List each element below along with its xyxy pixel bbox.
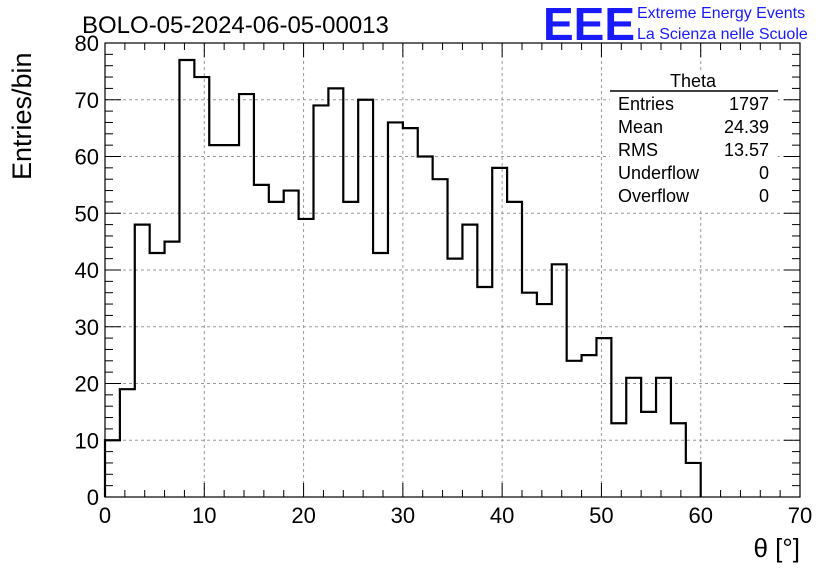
y-tick-label: 80 — [75, 31, 99, 56]
logo-line-2: La Scienza nelle Scuole — [637, 26, 808, 43]
axis-ticks — [104, 42, 801, 498]
y-tick-label: 50 — [75, 201, 99, 226]
chart-title: BOLO-05-2024-06-05-00013 — [82, 12, 389, 39]
stats-value: 24.39 — [724, 117, 769, 137]
stats-label: RMS — [618, 140, 658, 160]
stats-value: 0 — [759, 186, 769, 206]
eee-logo-icon: EEE — [543, 0, 635, 50]
y-tick-label: 40 — [75, 258, 99, 283]
y-tick-labels: 0 10 20 30 40 50 60 70 80 — [75, 31, 99, 510]
x-tick-label: 50 — [589, 503, 613, 528]
x-axis-label: θ [°] — [753, 533, 800, 563]
y-tick-label: 20 — [75, 372, 99, 397]
x-tick-label: 20 — [291, 503, 315, 528]
x-tick-label: 10 — [192, 503, 216, 528]
x-tick-label: 0 — [99, 503, 111, 528]
x-tick-label: 70 — [788, 503, 812, 528]
stats-label: Entries — [618, 94, 674, 114]
stats-value: 0 — [759, 163, 769, 183]
stats-label: Underflow — [618, 163, 700, 183]
histogram-outline — [103, 58, 702, 497]
stats-value: 1797 — [729, 94, 769, 114]
y-tick-label: 60 — [75, 145, 99, 170]
x-tick-label: 40 — [490, 503, 514, 528]
y-tick-label: 0 — [87, 485, 99, 510]
x-tick-label: 30 — [391, 503, 415, 528]
grid-lines — [105, 43, 800, 497]
y-tick-label: 30 — [75, 315, 99, 340]
y-tick-label: 10 — [75, 428, 99, 453]
stats-label: Mean — [618, 117, 663, 137]
stats-box-title: Theta — [670, 71, 717, 91]
stats-label: Overflow — [618, 186, 690, 206]
stats-box-background — [610, 70, 778, 210]
x-tick-labels: 0 10 20 30 40 50 60 70 — [99, 503, 812, 528]
x-tick-label: 60 — [688, 503, 712, 528]
stats-value: 13.57 — [724, 140, 769, 160]
y-axis-label: Entries/bin — [7, 52, 37, 180]
logo-line-1: Extreme Energy Events — [637, 5, 805, 22]
y-tick-label: 70 — [75, 88, 99, 113]
stats-box: Theta Entries 1797 Mean 24.39 RMS 13.57 Underf… — [610, 70, 778, 210]
